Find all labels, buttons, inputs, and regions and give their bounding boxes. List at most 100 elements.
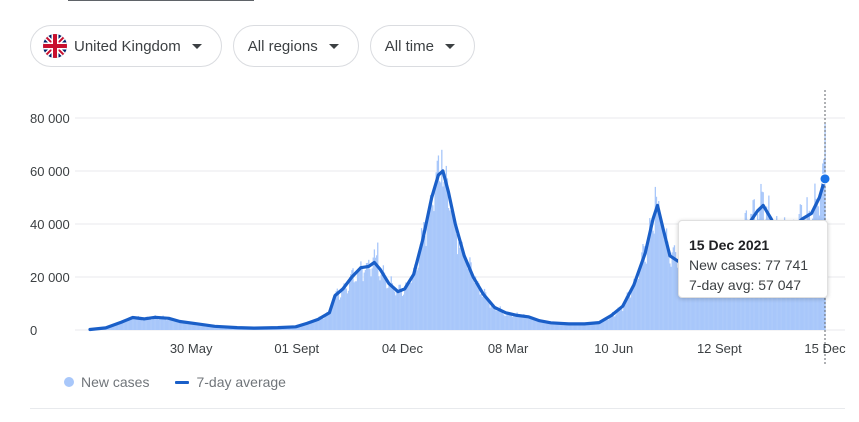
new-cases-bar	[292, 327, 295, 330]
new-cases-bar	[507, 313, 509, 330]
new-cases-bar	[302, 323, 305, 330]
new-cases-bar	[178, 319, 180, 330]
new-cases-bar	[588, 323, 590, 330]
new-cases-bar	[601, 320, 604, 330]
new-cases-bar	[669, 263, 671, 330]
new-cases-bar	[616, 310, 618, 330]
region-dropdown[interactable]: All regions	[232, 25, 359, 67]
new-cases-bar	[168, 317, 170, 330]
new-cases-bar	[342, 287, 344, 330]
new-cases-bar	[447, 208, 450, 330]
new-cases-bar	[404, 288, 406, 330]
new-cases-bar	[123, 319, 125, 330]
new-cases-bar	[207, 325, 209, 330]
new-cases-bar	[155, 316, 158, 330]
new-cases-bar	[546, 321, 549, 330]
new-cases-bar	[424, 235, 426, 330]
new-cases-bar	[670, 266, 672, 330]
new-cases-bar	[184, 321, 187, 330]
new-cases-bar	[573, 323, 576, 330]
header-underline	[68, 0, 254, 1]
new-cases-bar	[522, 316, 524, 330]
new-cases-bar	[397, 291, 399, 330]
new-cases-bar	[209, 324, 211, 330]
new-cases-bar	[410, 282, 413, 330]
new-cases-bar	[365, 263, 368, 330]
period-dropdown[interactable]: All time	[369, 25, 475, 67]
new-cases-bar	[162, 315, 164, 330]
new-cases-bar	[550, 323, 552, 330]
new-cases-bar	[496, 311, 498, 330]
new-cases-bar	[368, 259, 370, 330]
new-cases-bar	[473, 282, 476, 330]
new-cases-bar	[219, 326, 222, 330]
new-cases-bar	[114, 323, 116, 330]
new-cases-bar	[484, 292, 487, 330]
x-axis-labels: 30 May 01 Sept 04 Dec 08 Mar 10 Jun 12 Sept 15…	[170, 341, 846, 356]
new-cases-bar	[416, 270, 418, 330]
new-cases-bar	[337, 294, 340, 330]
new-cases-bar	[597, 322, 599, 330]
new-cases-bar	[551, 323, 553, 330]
new-cases-bar	[349, 277, 351, 330]
new-cases-bar	[355, 281, 358, 330]
chart-tooltip: 15 Dec 2021 New cases: 77 741 7-day avg:…	[678, 220, 828, 298]
new-cases-bar	[646, 248, 649, 330]
new-cases-bar	[160, 317, 162, 330]
new-cases-bar	[470, 262, 472, 330]
new-cases-bar	[166, 320, 169, 330]
new-cases-bar	[652, 230, 654, 330]
new-cases-bar	[542, 322, 544, 330]
new-cases-bar	[564, 323, 567, 330]
new-cases-bar	[631, 289, 633, 330]
x-tick-label: 10 Jun	[594, 341, 633, 356]
country-dropdown[interactable]: United Kingdom	[30, 25, 222, 67]
new-cases-bar	[359, 266, 361, 330]
new-cases-bar	[686, 267, 688, 330]
new-cases-bar	[634, 281, 636, 330]
new-cases-bar	[514, 315, 516, 330]
new-cases-bar	[336, 288, 338, 330]
new-cases-bar	[177, 319, 179, 330]
new-cases-bar	[501, 310, 504, 330]
new-cases-bar	[568, 323, 570, 330]
new-cases-bar	[518, 316, 521, 330]
new-cases-bar	[511, 316, 514, 330]
new-cases-bar	[502, 314, 505, 330]
new-cases-bar	[524, 315, 526, 330]
new-cases-bar	[215, 326, 217, 330]
new-cases-bar	[313, 321, 315, 330]
new-cases-bar	[370, 276, 372, 330]
new-cases-bar	[595, 322, 597, 330]
new-cases-bar	[124, 320, 126, 330]
new-cases-bar	[486, 299, 488, 330]
new-cases-bar	[658, 201, 660, 330]
new-cases-bar	[500, 310, 503, 330]
new-cases-bar	[317, 320, 319, 330]
new-cases-bar	[598, 323, 600, 330]
new-cases-bar	[340, 297, 342, 330]
new-cases-bar	[534, 319, 536, 330]
new-cases-bar	[655, 196, 658, 330]
new-cases-bar	[523, 314, 525, 330]
new-cases-bar	[338, 299, 341, 330]
new-cases-bar	[161, 316, 163, 330]
new-cases-bar	[582, 324, 585, 330]
new-cases-bar	[316, 321, 318, 330]
new-cases-bar	[445, 165, 447, 330]
new-cases-bar	[127, 320, 129, 330]
new-cases-bar	[334, 293, 336, 330]
new-cases-bar	[567, 324, 569, 330]
new-cases-bar	[409, 283, 411, 330]
new-cases-bar	[378, 276, 380, 330]
new-cases-bar	[571, 323, 573, 330]
new-cases-bar	[147, 318, 150, 330]
new-cases-bar	[525, 315, 527, 330]
new-cases-bar	[531, 316, 533, 330]
new-cases-bar	[625, 296, 627, 330]
new-cases-bar	[143, 319, 145, 330]
new-cases-bar	[173, 320, 175, 330]
new-cases-bar	[526, 317, 528, 330]
new-cases-bar	[613, 316, 615, 330]
new-cases-bar	[436, 160, 438, 330]
